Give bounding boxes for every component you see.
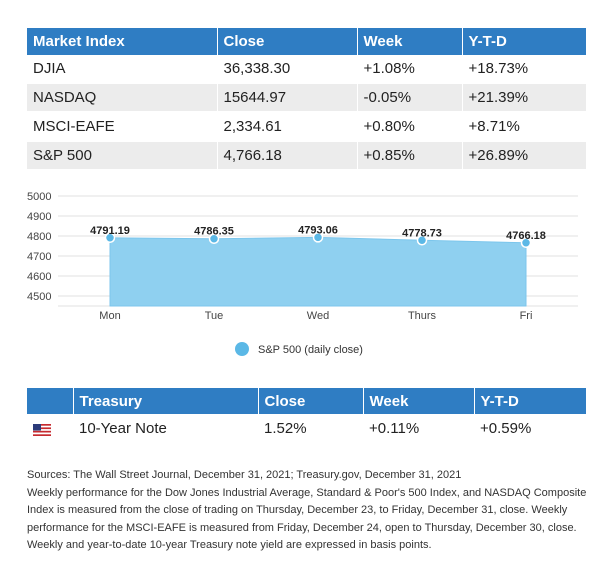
y-tick-label: 4900	[27, 211, 51, 223]
data-label: 4766.18	[506, 230, 546, 242]
index-ytd: +21.39%	[462, 83, 586, 113]
index-week: +0.80%	[357, 112, 463, 142]
table-row: S&P 500 4,766.18 +0.85% +26.89%	[27, 141, 586, 171]
index-ytd: +8.71%	[462, 112, 586, 142]
index-week: -0.05%	[357, 83, 463, 113]
us-flag-icon	[33, 423, 51, 436]
x-tick-label: Tue	[205, 310, 224, 322]
table-row: 10-Year Note 1.52% +0.11% +0.59%	[27, 414, 586, 442]
legend-marker	[235, 342, 249, 356]
header-close: Close	[258, 388, 364, 414]
header-ytd: Y-T-D	[462, 28, 586, 55]
header-market-index: Market Index	[27, 28, 218, 55]
treasury-close: 1.52%	[264, 419, 307, 437]
index-close: 4,766.18	[217, 141, 358, 171]
index-close: 36,338.30	[217, 55, 358, 84]
data-label: 4786.35	[194, 226, 234, 238]
treasury-table: Treasury Close Week Y-T-D 10	[27, 388, 586, 442]
header-flag	[27, 388, 74, 414]
methodology-note: Weekly performance for the Dow Jones Ind…	[27, 486, 587, 552]
y-tick-label: 4500	[27, 291, 51, 303]
y-tick-label: 5000	[27, 191, 51, 203]
market-index-table: Market Index Close Week Y-T-D DJIA 36,33…	[27, 28, 586, 171]
index-ytd: +26.89%	[462, 141, 586, 171]
index-name: S&P 500	[27, 141, 218, 171]
x-tick-label: Fri	[520, 310, 533, 322]
index-close: 2,334.61	[217, 112, 358, 142]
treasury-table-header: Treasury Close Week Y-T-D	[27, 388, 586, 414]
table-row: NASDAQ 15644.97 -0.05% +21.39%	[27, 83, 586, 113]
legend-label: S&P 500 (daily close)	[258, 344, 363, 356]
data-point	[520, 237, 532, 249]
flag-cell	[27, 414, 73, 442]
market-table-header: Market Index Close Week Y-T-D	[27, 28, 586, 55]
index-name: MSCI-EAFE	[27, 112, 218, 142]
data-point	[416, 235, 428, 246]
index-week: +0.85%	[357, 141, 463, 171]
header-week: Week	[357, 28, 463, 55]
table-row: MSCI-EAFE 2,334.61 +0.80% +8.71%	[27, 112, 586, 142]
header-close: Close	[217, 28, 358, 55]
index-close: 15644.97	[217, 83, 358, 113]
header-ytd: Y-T-D	[474, 388, 586, 414]
data-point	[104, 232, 116, 244]
header-week: Week	[363, 388, 475, 414]
index-name: DJIA	[27, 55, 218, 84]
sp500-chart: 4500 4600 4700 4800 4900 5000 4791.19 4786.35 47…	[27, 191, 578, 356]
data-label: 4791.19	[90, 225, 130, 237]
table-row: DJIA 36,338.30 +1.08% +18.73%	[27, 55, 586, 84]
treasury-name: 10-Year Note	[79, 419, 167, 437]
index-ytd: +18.73%	[462, 55, 586, 84]
data-label: 4793.06	[298, 224, 338, 236]
index-name: NASDAQ	[27, 83, 218, 113]
treasury-week: +0.11%	[369, 419, 420, 437]
x-tick-label: Thurs	[408, 310, 437, 322]
y-tick-label: 4600	[27, 271, 51, 283]
y-tick-label: 4800	[27, 231, 51, 243]
y-tick-label: 4700	[27, 251, 51, 263]
data-label: 4778.73	[402, 227, 442, 239]
area-series	[109, 236, 527, 307]
index-week: +1.08%	[357, 55, 463, 84]
footnotes: Sources: The Wall Street Journal, Decemb…	[27, 467, 587, 555]
data-point	[208, 233, 220, 244]
treasury-ytd: +0.59%	[480, 419, 532, 437]
sources-note: Sources: The Wall Street Journal, Decemb…	[27, 469, 462, 481]
x-tick-label: Wed	[307, 310, 329, 322]
header-treasury: Treasury	[73, 388, 259, 414]
x-tick-label: Mon	[99, 310, 120, 322]
data-point	[312, 232, 324, 243]
